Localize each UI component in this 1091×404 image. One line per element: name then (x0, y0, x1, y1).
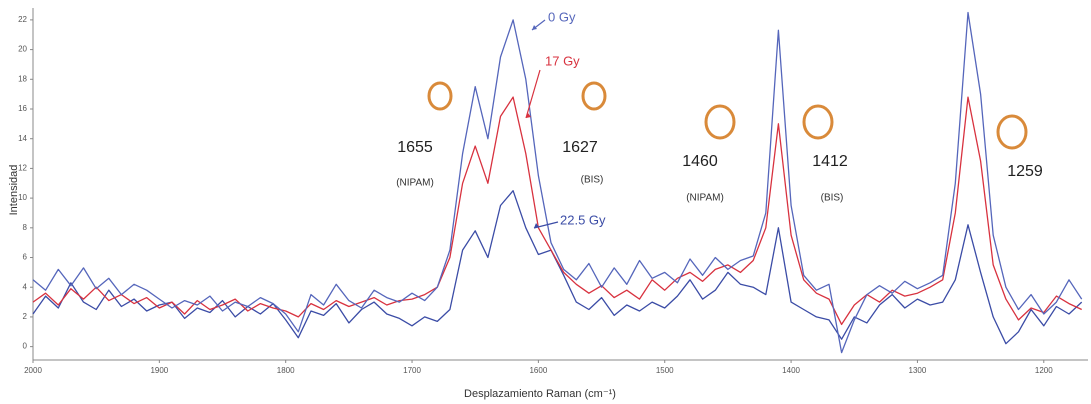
series-label: 17 Gy (545, 53, 580, 68)
peak-label: 1627 (562, 139, 598, 156)
x-tick-label: 1900 (150, 366, 168, 375)
series-label: 22.5 Gy (560, 212, 606, 227)
y-tick-label: 20 (18, 45, 27, 54)
peak-note: (NIPAM) (686, 193, 724, 204)
y-tick-label: 18 (18, 74, 27, 83)
peak-note: (BIS) (821, 193, 844, 204)
y-tick-label: 16 (18, 104, 27, 113)
series-line (32, 11, 1083, 354)
series-line (32, 190, 1083, 345)
x-tick-label: 1700 (403, 366, 421, 375)
series-label: 0 Gy (548, 9, 576, 24)
x-tick-label: 2000 (24, 366, 42, 375)
y-tick-label: 14 (18, 134, 27, 143)
y-tick-label: 4 (23, 282, 28, 291)
y-tick-label: 12 (18, 164, 27, 173)
arrow-head (534, 223, 539, 228)
y-tick-label: 8 (23, 223, 28, 232)
x-tick-label: 1400 (782, 366, 800, 375)
peak-label: 1412 (812, 153, 848, 170)
peak-note: (BIS) (581, 175, 604, 186)
arrow-head (526, 113, 531, 118)
y-tick-label: 2 (23, 312, 28, 321)
x-tick-label: 1800 (277, 366, 295, 375)
arrow-head (532, 25, 537, 30)
y-axis-title: Intensidad (8, 165, 20, 216)
x-tick-label: 1500 (656, 366, 674, 375)
series-line (32, 96, 1082, 326)
peak-label: 1259 (1007, 163, 1043, 180)
x-tick-label: 1300 (909, 366, 927, 375)
x-tick-label: 1200 (1035, 366, 1053, 375)
y-tick-label: 10 (18, 193, 27, 202)
peak-label: 1655 (397, 139, 433, 156)
x-axis-title: Desplazamiento Raman (cm⁻¹) (464, 388, 616, 400)
x-tick-label: 1600 (529, 366, 547, 375)
y-tick-label: 6 (23, 253, 28, 262)
y-tick-label: 22 (18, 15, 27, 24)
peak-label: 1460 (682, 153, 718, 170)
molecule-icons (427, 81, 1028, 150)
label-arrow (525, 69, 541, 119)
peak-note: (NIPAM) (396, 178, 434, 189)
y-tick-label: 0 (23, 342, 28, 351)
